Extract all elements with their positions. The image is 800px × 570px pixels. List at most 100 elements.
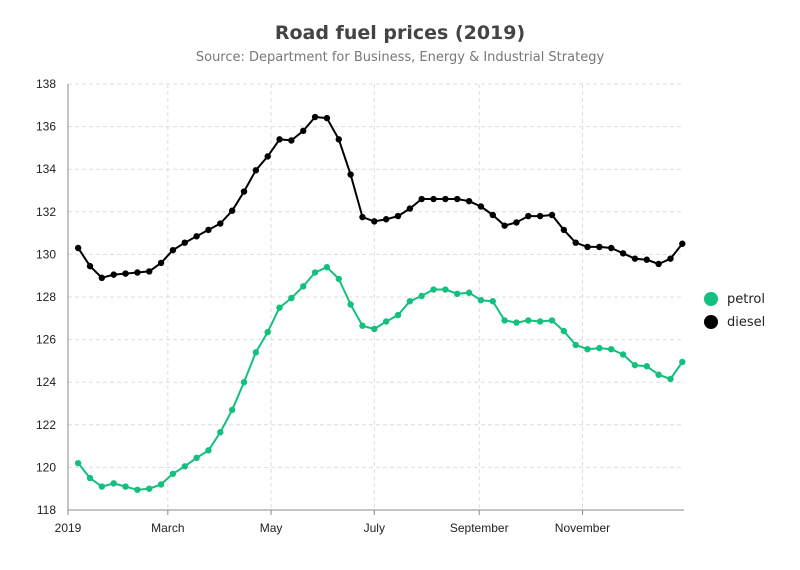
petrol-point[interactable] xyxy=(86,474,94,482)
petrol-point[interactable] xyxy=(489,298,496,305)
diesel-point[interactable] xyxy=(181,239,188,246)
diesel-point[interactable] xyxy=(157,259,165,267)
diesel-point[interactable] xyxy=(134,269,141,276)
petrol-point[interactable] xyxy=(525,317,532,324)
petrol-point[interactable] xyxy=(276,304,283,311)
diesel-point[interactable] xyxy=(193,233,200,240)
petrol-point[interactable] xyxy=(572,341,579,349)
petrol-point[interactable] xyxy=(134,486,141,493)
diesel-point[interactable] xyxy=(335,136,342,143)
petrol-point[interactable] xyxy=(300,283,307,290)
petrol-point[interactable] xyxy=(501,317,508,324)
petrol-point[interactable] xyxy=(608,345,615,353)
petrol-point[interactable] xyxy=(382,318,390,325)
petrol-point[interactable] xyxy=(205,447,212,454)
diesel-point[interactable] xyxy=(371,218,378,225)
petrol-point[interactable] xyxy=(110,480,117,487)
petrol-point[interactable] xyxy=(430,286,437,293)
petrol-point[interactable] xyxy=(347,301,354,308)
diesel-point[interactable] xyxy=(359,213,366,221)
petrol-point[interactable] xyxy=(465,289,473,296)
petrol-point[interactable] xyxy=(169,470,177,477)
diesel-point[interactable] xyxy=(169,246,177,254)
diesel-point[interactable] xyxy=(311,113,319,121)
diesel-point[interactable] xyxy=(240,188,248,195)
diesel-point[interactable] xyxy=(86,262,94,270)
petrol-point[interactable] xyxy=(667,375,674,383)
legend-item-diesel[interactable]: diesel xyxy=(704,311,765,333)
petrol-point[interactable] xyxy=(98,483,106,490)
petrol-point[interactable] xyxy=(217,429,224,436)
diesel-point[interactable] xyxy=(560,226,568,234)
diesel-point[interactable] xyxy=(300,127,307,135)
petrol-point[interactable] xyxy=(418,292,425,300)
diesel-point[interactable] xyxy=(122,270,129,277)
diesel-point[interactable] xyxy=(513,219,520,226)
diesel-point[interactable] xyxy=(98,274,106,282)
diesel-point[interactable] xyxy=(406,205,414,212)
petrol-point[interactable] xyxy=(442,286,449,293)
petrol-point[interactable] xyxy=(679,358,686,366)
diesel-point[interactable] xyxy=(608,244,615,252)
diesel-point[interactable] xyxy=(454,195,461,203)
diesel-point[interactable] xyxy=(501,222,508,229)
diesel-point[interactable] xyxy=(217,220,224,227)
diesel-point[interactable] xyxy=(394,212,402,220)
diesel-point[interactable] xyxy=(288,137,295,144)
petrol-point[interactable] xyxy=(631,361,639,369)
diesel-point[interactable] xyxy=(525,212,532,220)
petrol-point[interactable] xyxy=(335,275,342,283)
petrol-point[interactable] xyxy=(454,290,461,298)
diesel-point[interactable] xyxy=(679,240,686,247)
diesel-point[interactable] xyxy=(146,268,153,275)
petrol-point[interactable] xyxy=(548,317,556,324)
petrol-point[interactable] xyxy=(584,345,591,353)
diesel-point[interactable] xyxy=(252,167,260,174)
diesel-point[interactable] xyxy=(264,153,271,160)
petrol-point[interactable] xyxy=(181,463,188,470)
petrol-point[interactable] xyxy=(288,294,295,302)
petrol-point[interactable] xyxy=(74,459,82,467)
diesel-point[interactable] xyxy=(572,239,579,246)
diesel-point[interactable] xyxy=(74,244,82,252)
petrol-point[interactable] xyxy=(157,481,165,488)
diesel-point[interactable] xyxy=(276,136,283,143)
petrol-point[interactable] xyxy=(359,322,366,329)
petrol-point[interactable] xyxy=(536,318,544,325)
diesel-point[interactable] xyxy=(430,195,437,203)
petrol-point[interactable] xyxy=(228,406,236,414)
diesel-point[interactable] xyxy=(643,256,650,263)
diesel-point[interactable] xyxy=(442,195,449,203)
diesel-point[interactable] xyxy=(548,211,556,219)
diesel-point[interactable] xyxy=(205,226,212,234)
diesel-point[interactable] xyxy=(536,212,544,220)
petrol-point[interactable] xyxy=(655,371,662,378)
petrol-point[interactable] xyxy=(252,349,260,356)
petrol-point[interactable] xyxy=(513,319,520,326)
diesel-point[interactable] xyxy=(489,211,496,219)
diesel-point[interactable] xyxy=(631,255,639,262)
diesel-point[interactable] xyxy=(347,171,354,178)
diesel-point[interactable] xyxy=(655,260,662,268)
petrol-point[interactable] xyxy=(619,351,627,358)
petrol-point[interactable] xyxy=(122,483,129,490)
petrol-point[interactable] xyxy=(394,311,402,319)
petrol-point[interactable] xyxy=(560,327,568,335)
diesel-point[interactable] xyxy=(465,197,473,205)
petrol-point[interactable] xyxy=(264,328,271,336)
diesel-point[interactable] xyxy=(323,114,331,122)
diesel-point[interactable] xyxy=(619,250,627,257)
petrol-point[interactable] xyxy=(193,454,200,462)
diesel-point[interactable] xyxy=(418,195,425,203)
petrol-point[interactable] xyxy=(323,263,331,271)
legend-item-petrol[interactable]: petrol xyxy=(704,288,765,310)
petrol-point[interactable] xyxy=(406,298,414,305)
diesel-point[interactable] xyxy=(228,207,236,214)
diesel-point[interactable] xyxy=(667,255,674,262)
diesel-point[interactable] xyxy=(584,243,591,251)
diesel-point[interactable] xyxy=(596,243,603,251)
petrol-point[interactable] xyxy=(311,269,319,276)
diesel-point[interactable] xyxy=(110,271,117,278)
petrol-point[interactable] xyxy=(371,325,378,333)
diesel-point[interactable] xyxy=(382,216,390,223)
